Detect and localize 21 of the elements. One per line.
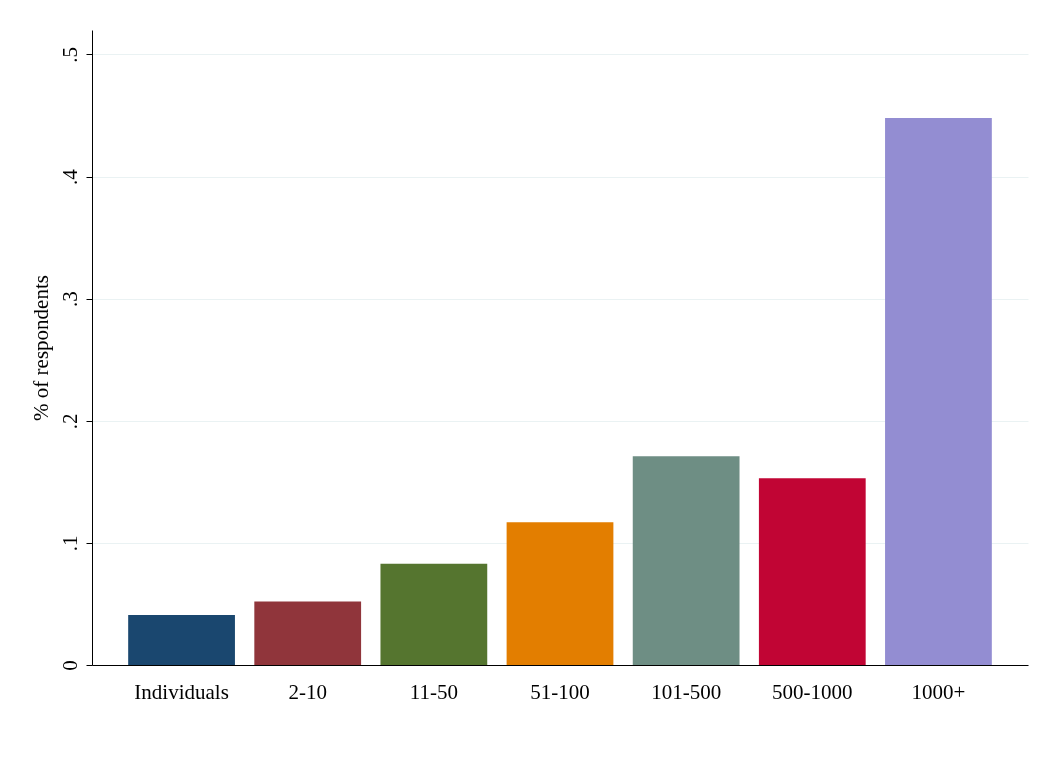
y-tick-label: .2 xyxy=(57,413,82,430)
bar xyxy=(632,456,740,665)
bar xyxy=(758,478,866,665)
x-tick-label: 500-1000 xyxy=(772,679,853,704)
y-tick-label: .3 xyxy=(57,291,82,308)
x-tick-label: 51-100 xyxy=(530,679,590,704)
bar xyxy=(380,563,488,665)
y-axis-title: % of respondents xyxy=(28,275,53,421)
x-tick-label: 11-50 xyxy=(409,679,458,704)
y-tick-label: .4 xyxy=(57,168,82,185)
x-tick-label: 101-500 xyxy=(651,679,722,704)
bar xyxy=(254,601,362,665)
bar xyxy=(506,522,614,665)
bar xyxy=(885,117,992,665)
x-tick-label: 2-10 xyxy=(288,679,327,704)
x-tick-label: 1000+ xyxy=(911,679,966,704)
y-tick-label: 0 xyxy=(57,660,82,671)
x-tick-label: Individuals xyxy=(134,679,229,704)
y-tick-label: .1 xyxy=(57,535,82,552)
y-tick-label: .5 xyxy=(57,47,82,63)
bar xyxy=(128,614,235,665)
